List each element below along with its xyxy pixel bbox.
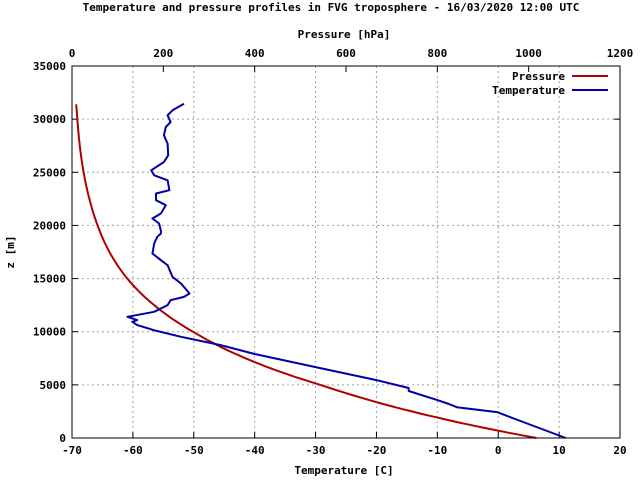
grid (72, 66, 620, 438)
x2-axis-label: Pressure [hPa] (298, 28, 391, 41)
chart-title: Temperature and pressure profiles in FVG… (83, 1, 580, 14)
y-tick-label: 10000 (33, 326, 66, 339)
y-tick-label: 0 (59, 432, 66, 445)
x-tick-label: -40 (245, 444, 265, 457)
x-axis-label: Temperature [C] (294, 464, 393, 477)
x-tick-label: -50 (184, 444, 204, 457)
y-tick-label: 35000 (33, 60, 66, 73)
series (75, 102, 567, 439)
x2-tick-label: 0 (69, 47, 76, 60)
y-tick-label: 20000 (33, 219, 66, 232)
x2-tick-label: 800 (427, 47, 447, 60)
legend-label-pressure: Pressure (512, 70, 565, 83)
x-tick-label: 10 (552, 444, 565, 457)
series-line-temperature (126, 102, 567, 439)
x2-tick-label: 1200 (607, 47, 634, 60)
x2-tick-label: 600 (336, 47, 356, 60)
x-tick-label: -20 (367, 444, 387, 457)
x2-tick-label: 400 (245, 47, 265, 60)
y-tick-label: 25000 (33, 166, 66, 179)
ticks: -70 -60 -50 -40 -30 -20 -10 0 10 200 200 400 600 800 1… (33, 47, 633, 457)
x-tick-label: -70 (62, 444, 82, 457)
y-tick-label: 30000 (33, 113, 66, 126)
x-tick-label: -60 (123, 444, 143, 457)
x-tick-label: 0 (495, 444, 502, 457)
y-axis-label: z [m] (4, 235, 17, 268)
series-line-pressure (75, 104, 537, 439)
x2-tick-label: 1000 (515, 47, 542, 60)
plot-frame (71, 65, 621, 439)
legend: Pressure Temperature (492, 70, 608, 97)
x-tick-label: -10 (427, 444, 447, 457)
y-tick-label: 5000 (40, 379, 67, 392)
x-tick-label: -30 (306, 444, 326, 457)
x-tick-label: 20 (613, 444, 626, 457)
x2-tick-label: 200 (153, 47, 173, 60)
y-tick-label: 15000 (33, 273, 66, 286)
legend-label-temperature: Temperature (492, 84, 565, 97)
